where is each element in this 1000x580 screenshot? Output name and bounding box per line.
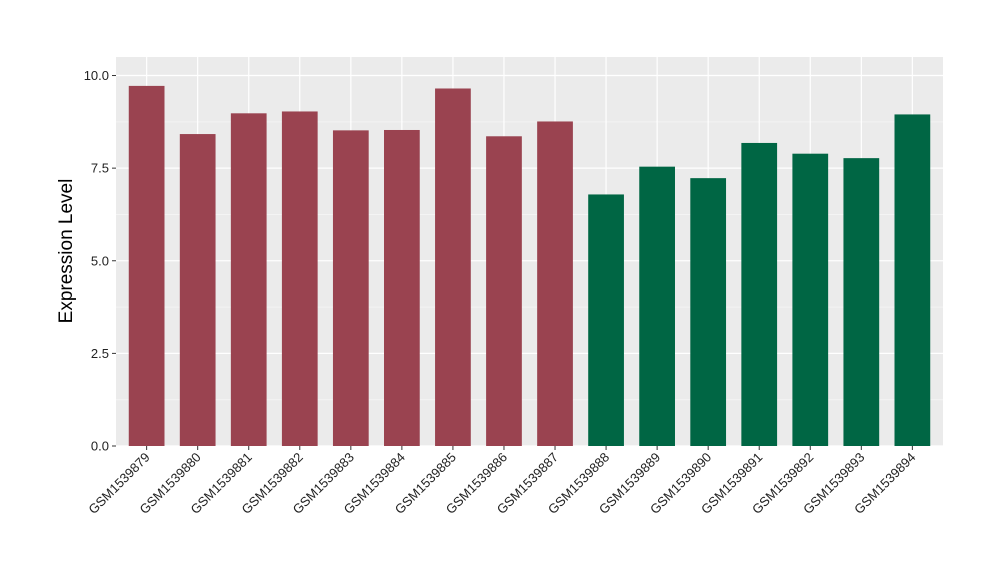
bar [843,158,880,446]
bar [741,142,778,446]
y-tick-label: 7.5 [91,161,109,176]
bar [588,194,624,446]
bar [690,178,727,446]
x-axis: GSM1539879GSM1539880GSM1539881GSM1539882… [85,446,918,517]
bar [332,130,369,446]
bar [128,85,165,446]
bar [179,134,216,446]
bar [792,153,829,447]
bar [435,88,471,446]
y-tick-label: 0.0 [91,439,109,454]
bar [230,113,267,446]
y-tick-label: 10.0 [84,68,109,83]
bar [281,111,318,447]
y-tick-label: 2.5 [91,346,109,361]
bar [486,136,522,446]
y-tick-label: 5.0 [91,253,109,268]
bar [639,166,675,446]
y-axis: 0.0 2.5 5.0 7.5 10.0 [84,68,116,454]
y-axis-title: Expression Level [56,179,77,324]
bars [128,85,931,447]
bar [894,114,931,446]
bar [384,129,420,446]
bar [537,121,573,446]
